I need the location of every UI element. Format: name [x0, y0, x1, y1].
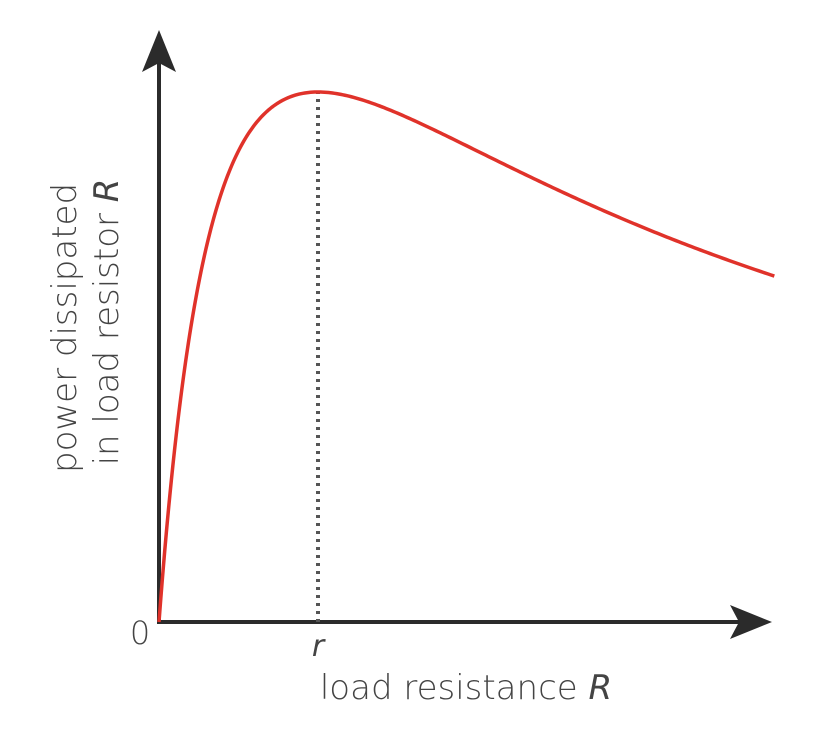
- x-axis-label: load resistance R: [320, 668, 612, 708]
- x-axis-arrow: [730, 605, 772, 639]
- origin-label: 0: [130, 614, 150, 652]
- y-axis-label-line2: in load resistor R: [87, 179, 127, 466]
- y-axis-label-line1: power dissipated: [45, 183, 85, 473]
- peak-tick-label: r: [312, 629, 326, 664]
- power-curve: [157, 90, 775, 623]
- y-axis-arrow: [142, 30, 176, 72]
